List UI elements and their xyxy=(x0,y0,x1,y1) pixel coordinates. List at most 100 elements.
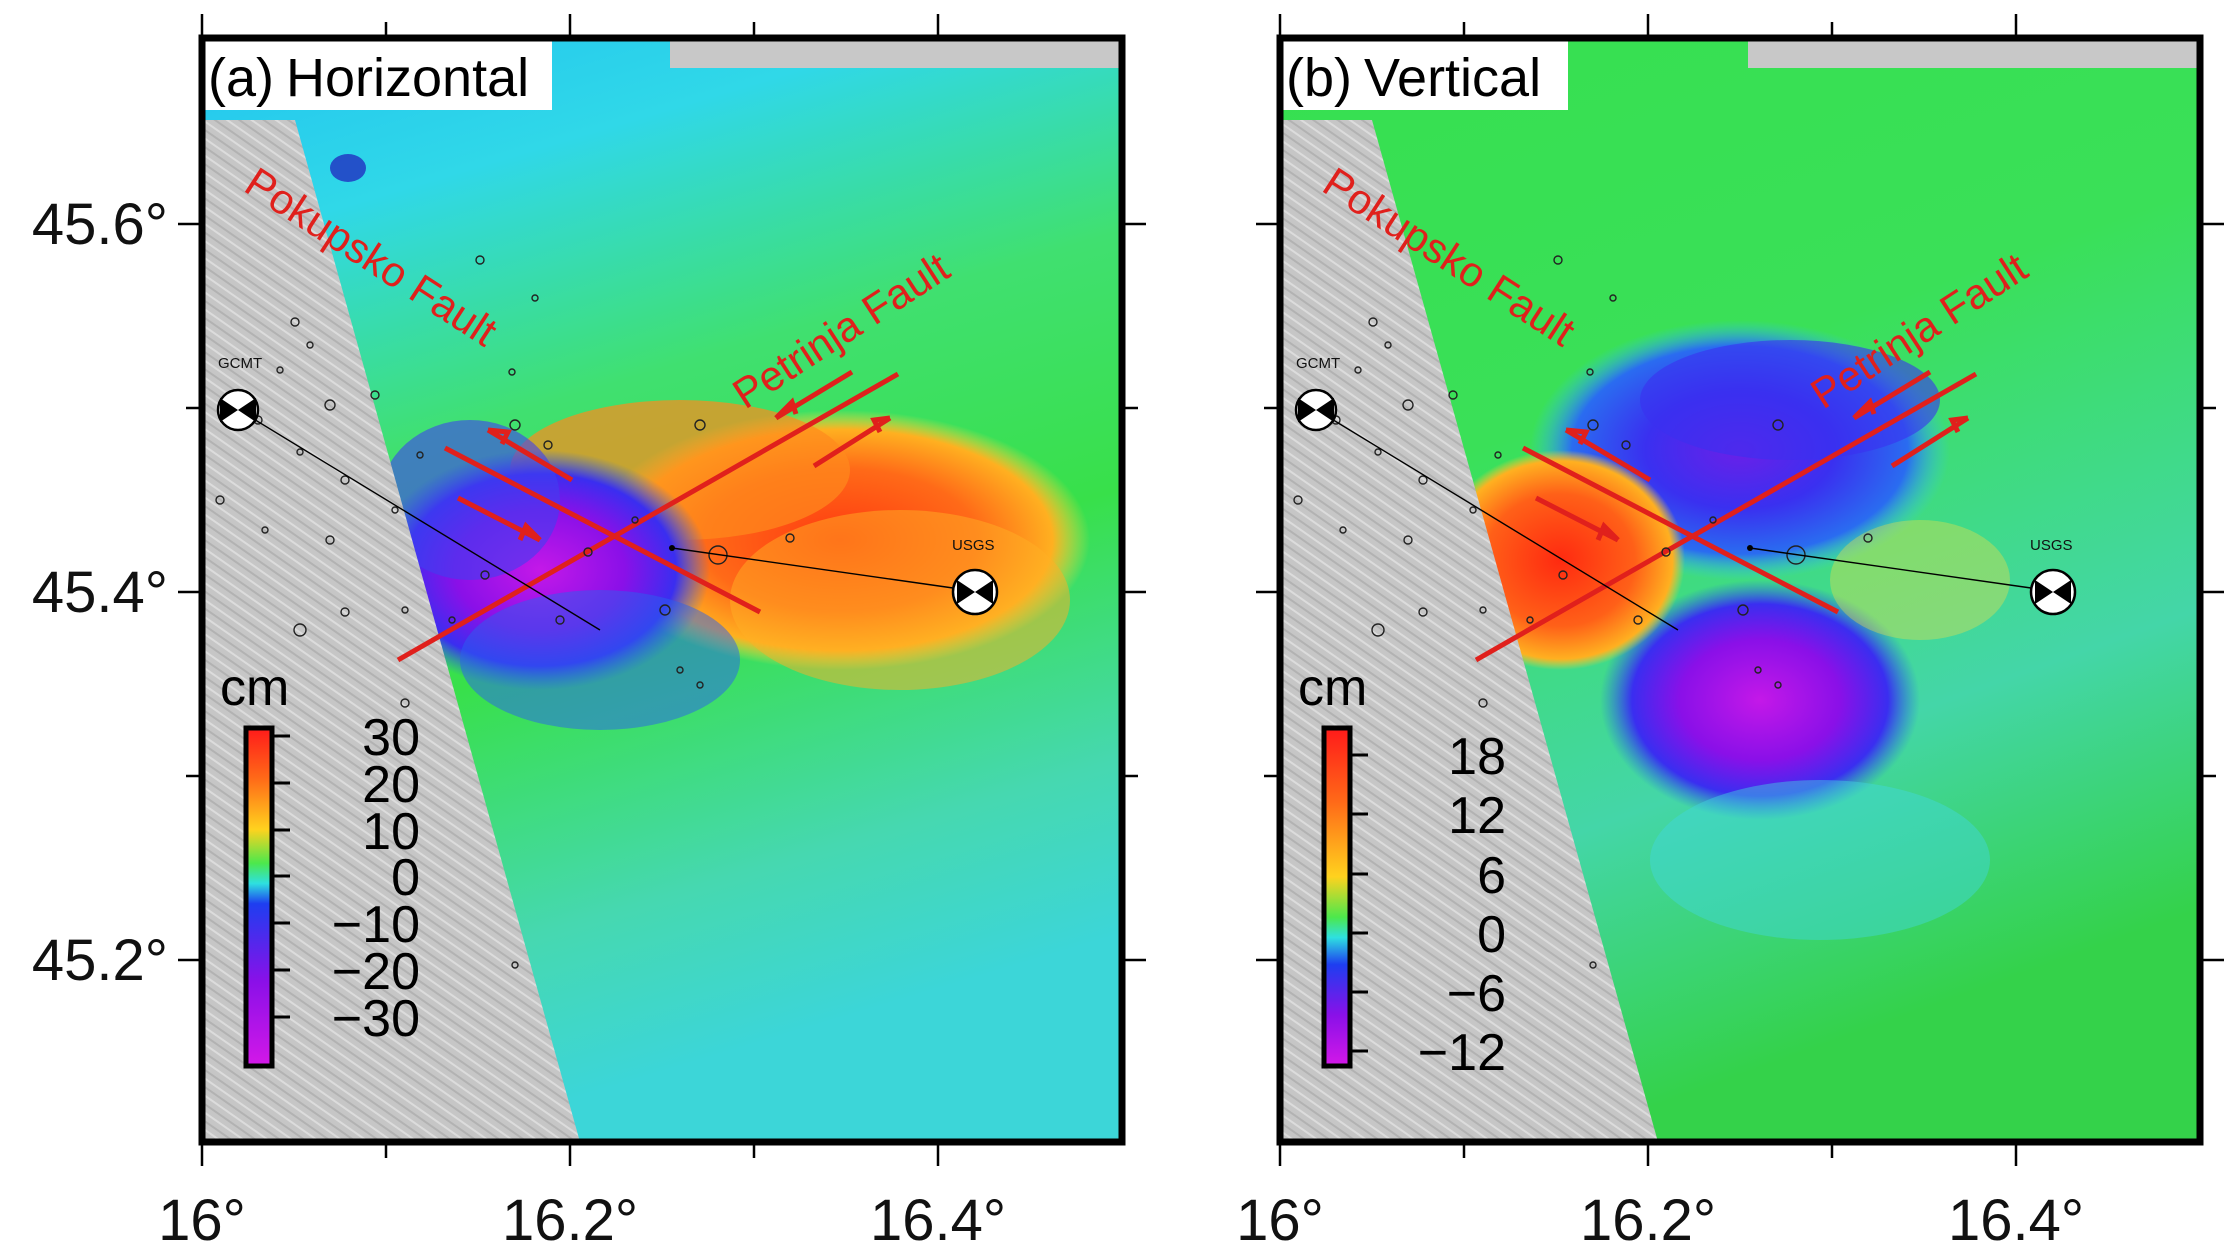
aftershock xyxy=(708,545,728,565)
colorbar-label: 0 xyxy=(1477,906,1506,964)
colorbar-label: −10 xyxy=(332,896,420,954)
aftershock xyxy=(324,399,336,411)
usgs-mechanism-b: USGS xyxy=(1747,537,2077,616)
aftershock xyxy=(509,419,521,431)
aftershock xyxy=(1403,535,1413,545)
usgs-label: USGS xyxy=(2030,537,2073,554)
aftershock xyxy=(1494,451,1502,459)
panel-b-letter: (b) xyxy=(1286,48,1352,108)
petrinja-arrow-1 xyxy=(1852,369,1932,421)
colorbar-unit: cm xyxy=(1298,659,1367,717)
aftershock xyxy=(1469,506,1477,514)
aftershocks-b xyxy=(1293,255,1873,969)
pokupsko-arrow-1 xyxy=(486,427,574,483)
gcmt-mechanism-a: GCMT xyxy=(216,355,601,631)
pokupsko-arrowhead-2 xyxy=(1595,521,1620,542)
aftershock xyxy=(293,623,307,637)
aftershock xyxy=(659,604,671,616)
aftershock xyxy=(1609,294,1617,302)
aftershock xyxy=(1402,399,1414,411)
gcmt-label: GCMT xyxy=(1296,355,1340,372)
pokupsko-arrowhead-1 xyxy=(487,427,512,446)
aftershock xyxy=(1368,317,1378,327)
aftershock xyxy=(1737,604,1749,616)
pokupsko-arrowhead-2 xyxy=(517,521,542,542)
pokupsko-arrow-2 xyxy=(456,495,542,543)
panel-a-title: Horizontal xyxy=(286,48,529,108)
panel-a-title-box xyxy=(202,40,552,110)
pokupsko-fault-line xyxy=(443,445,762,615)
aftershock xyxy=(508,368,516,376)
colorbar-label: −6 xyxy=(1447,965,1506,1023)
axis-ticks-a xyxy=(178,14,1146,1166)
aftershock xyxy=(1558,570,1568,580)
colorbar-label: −30 xyxy=(332,990,420,1048)
aftershock xyxy=(785,533,795,543)
aftershock xyxy=(340,607,350,617)
aftershock xyxy=(631,516,639,524)
aftershock xyxy=(583,547,593,557)
aftershock xyxy=(1553,255,1563,265)
colorbar-label: −20 xyxy=(332,943,420,1001)
pokupsko-arrow-1 xyxy=(1564,427,1652,483)
aftershock xyxy=(475,255,485,265)
aftershock xyxy=(1371,623,1385,637)
x-tick-label: 16° xyxy=(1236,1188,1324,1253)
aftershock xyxy=(1863,533,1873,543)
aftershock xyxy=(555,615,565,625)
petrinja-arrowhead-2 xyxy=(870,415,891,434)
petrinja-fault-line xyxy=(1474,371,1978,663)
y-tick-label: 45.2° xyxy=(32,928,168,993)
aftershock xyxy=(1526,616,1534,624)
aftershock xyxy=(306,341,314,349)
aftershock xyxy=(1374,448,1382,456)
aftershock xyxy=(1621,440,1631,450)
aftershock xyxy=(1786,545,1806,565)
usgs-mechanism-a: USGS xyxy=(669,537,999,616)
aftershock xyxy=(391,506,399,514)
panel-b-title: Vertical xyxy=(1364,48,1541,108)
aftershock xyxy=(296,448,304,456)
colorbar-label: 0 xyxy=(391,849,420,907)
petrinja-arrowhead-2 xyxy=(1948,415,1969,434)
aftershock xyxy=(276,366,284,374)
aftershock xyxy=(696,681,704,689)
aftershock xyxy=(261,526,269,534)
aftershock xyxy=(400,698,410,708)
aftershock xyxy=(1354,366,1362,374)
gcmt-mechanism-b: GCMT xyxy=(1294,355,1679,631)
colorbar-label: 12 xyxy=(1448,787,1506,845)
aftershock xyxy=(1479,606,1487,614)
aftershock xyxy=(448,616,456,624)
y-tick-label: 45.4° xyxy=(32,560,168,625)
x-tick-label: 16.2° xyxy=(502,1188,638,1253)
aftershock xyxy=(1586,368,1594,376)
colorbar-scale xyxy=(1321,725,1353,1069)
petrinja-arrow-1 xyxy=(774,369,854,421)
aftershock xyxy=(531,294,539,302)
petrinja-arrowhead-1 xyxy=(774,397,799,420)
aftershock xyxy=(290,317,300,327)
aftershock xyxy=(401,606,409,614)
y-tick-label: 45.6° xyxy=(32,192,168,257)
panel-b-title-box xyxy=(1280,40,1568,110)
fault-lines-a xyxy=(396,369,900,663)
aftershock xyxy=(1774,681,1782,689)
aftershock xyxy=(325,535,335,545)
colorbar-label: 30 xyxy=(362,709,420,767)
x-tick-label: 16.4° xyxy=(1948,1188,2084,1253)
colorbar-label: 10 xyxy=(362,803,420,861)
aftershock xyxy=(215,495,225,505)
beachball-quadrants-icon xyxy=(1298,398,1334,422)
pokupsko-arrowhead-1 xyxy=(1565,427,1590,446)
x-tick-label: 16.4° xyxy=(870,1188,1006,1253)
aftershock xyxy=(480,570,490,580)
beachball-quadrants-icon xyxy=(2035,580,2071,604)
aftershock xyxy=(676,666,684,674)
colorbar-label: 20 xyxy=(362,756,420,814)
panel-horizontal: (a) Horizontal Pokupsko Fault Petrinja F… xyxy=(32,14,1146,1253)
aftershock xyxy=(1448,390,1458,400)
aftershock xyxy=(1293,495,1303,505)
aftershock xyxy=(1709,516,1717,524)
aftershock xyxy=(416,451,424,459)
